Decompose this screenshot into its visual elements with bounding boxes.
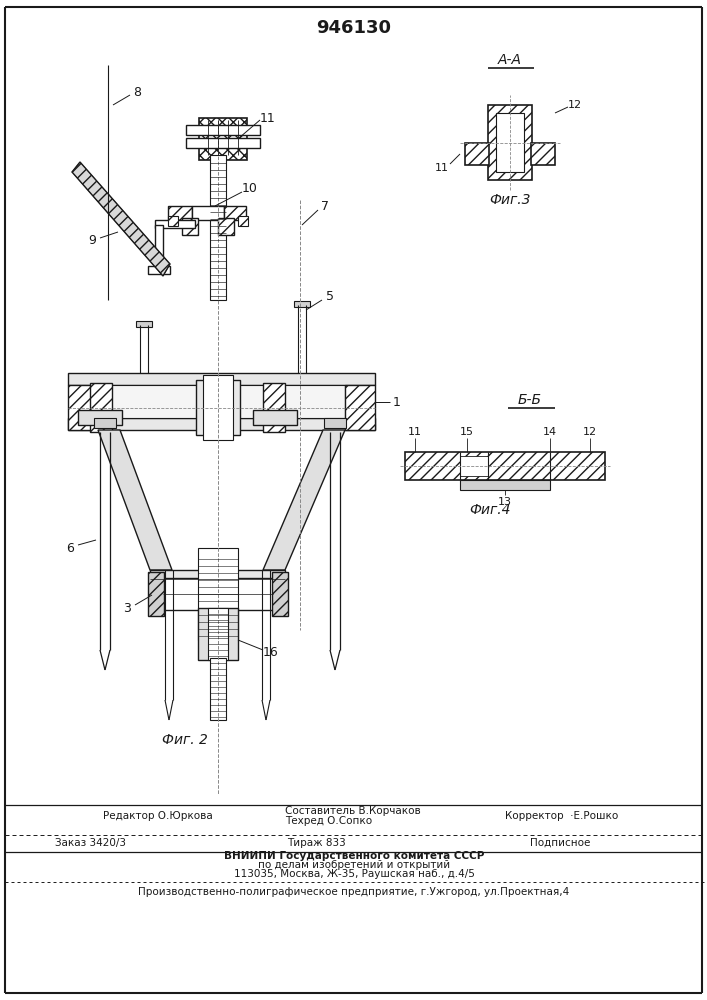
Text: А-А: А-А (498, 53, 522, 67)
Bar (263, 383, 285, 432)
Bar (272, 572, 288, 616)
Text: 8: 8 (133, 86, 141, 99)
Bar (94, 418, 116, 428)
Text: Производственно-полиграфическое предприятие, г.Ужгород, ул.Проектная,4: Производственно-полиграфическое предприя… (139, 887, 570, 897)
Bar (238, 216, 248, 226)
Text: 11: 11 (408, 427, 422, 437)
Bar (168, 216, 178, 226)
Text: 12: 12 (568, 100, 582, 110)
Bar (405, 452, 605, 480)
Bar (203, 375, 233, 440)
Text: Подписное: Подписное (530, 838, 590, 848)
Text: Тираж 833: Тираж 833 (287, 838, 346, 848)
Bar (460, 480, 550, 490)
Bar (186, 138, 260, 148)
Bar (148, 266, 170, 274)
Text: 3: 3 (123, 602, 131, 615)
Bar (198, 608, 238, 660)
Bar (182, 218, 198, 235)
Bar (192, 206, 224, 220)
Text: Техред О.Сопко: Техред О.Сопко (285, 816, 372, 826)
Text: Фиг. 2: Фиг. 2 (162, 733, 208, 747)
Bar (210, 658, 226, 720)
Text: Редактор О.Юркова: Редактор О.Юркова (103, 811, 213, 821)
Text: Заказ 3420/3: Заказ 3420/3 (55, 838, 126, 848)
Bar (531, 143, 555, 165)
Text: 14: 14 (543, 427, 557, 437)
Bar (148, 572, 164, 616)
Text: 9: 9 (88, 234, 96, 247)
Polygon shape (263, 430, 345, 570)
Polygon shape (72, 162, 170, 276)
Text: ВНИИПИ Государственного комитета СССР: ВНИИПИ Государственного комитета СССР (224, 851, 484, 861)
Bar (68, 373, 375, 385)
Bar (78, 410, 122, 425)
Bar (294, 301, 310, 307)
Text: 15: 15 (460, 427, 474, 437)
Text: 16: 16 (263, 647, 279, 660)
Bar (199, 118, 247, 160)
Bar (224, 206, 246, 220)
Bar (210, 155, 226, 300)
Text: 1: 1 (393, 395, 401, 408)
Bar (496, 113, 524, 172)
Bar (90, 383, 112, 432)
Bar (488, 105, 532, 180)
Bar (163, 578, 273, 610)
Text: 6: 6 (66, 542, 74, 554)
Bar (68, 385, 98, 430)
Bar (208, 608, 228, 660)
Text: 946130: 946130 (317, 19, 392, 37)
Bar (198, 548, 238, 640)
Text: Фиг.3: Фиг.3 (489, 193, 531, 207)
Bar (324, 418, 346, 428)
Text: Составитель В.Корчаков: Составитель В.Корчаков (285, 806, 421, 816)
Bar (196, 380, 240, 435)
Bar (136, 321, 152, 327)
Bar (465, 143, 489, 165)
Text: 7: 7 (321, 200, 329, 214)
Text: 11: 11 (435, 163, 449, 173)
Bar (155, 225, 163, 270)
Text: 12: 12 (583, 427, 597, 437)
Text: Фиг.4: Фиг.4 (469, 503, 510, 517)
Bar (253, 410, 297, 425)
Bar (186, 125, 260, 135)
Bar (155, 220, 195, 228)
Text: Корректор  ·Е.Рошко: Корректор ·Е.Рошко (505, 811, 618, 821)
Bar (345, 385, 375, 430)
Bar (68, 418, 375, 430)
Bar (460, 456, 488, 476)
Bar (98, 385, 345, 418)
Text: 113035, Москва, Ж-35, Раушская наб., д.4/5: 113035, Москва, Ж-35, Раушская наб., д.4… (233, 869, 474, 879)
Text: по делам изобретений и открытий: по делам изобретений и открытий (258, 860, 450, 870)
Bar (168, 206, 192, 220)
Text: 13: 13 (498, 497, 512, 507)
Bar (218, 218, 234, 235)
Text: Б-Б: Б-Б (518, 393, 542, 407)
Text: 11: 11 (260, 111, 276, 124)
Text: 5: 5 (326, 290, 334, 304)
Text: 10: 10 (242, 182, 258, 196)
Bar (150, 570, 285, 588)
Polygon shape (98, 430, 172, 570)
